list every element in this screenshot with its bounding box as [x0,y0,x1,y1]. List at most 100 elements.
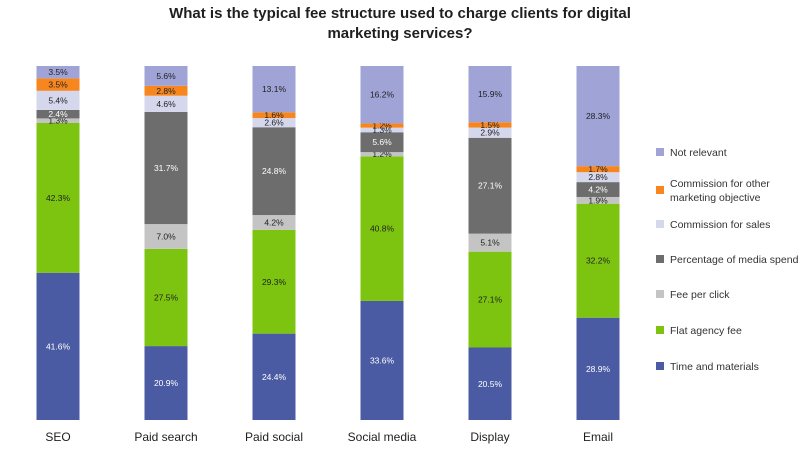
data-label: 2.4% [48,109,68,119]
legend-label: Not relevant [670,147,727,159]
chart-title-line-2: marketing services? [327,25,473,42]
bar-stack: 41.6% 42.3% 1.3%2.4% 5.4% 3.5% 3.5% [36,66,80,420]
bar-segment [468,66,512,123]
data-label: 1.3% [372,125,392,135]
legend-swatch [656,220,664,228]
data-label: 29.3% [262,277,287,287]
data-label: 1.2% [372,149,392,159]
data-label: 13.1% [262,84,287,94]
bar-segment [36,66,80,79]
bar-segment [360,152,404,157]
bar-stack: 28.9% 32.2% 1.9%4.2% 2.8%1.7% 28.3% [576,66,620,420]
data-label: 42.3% [46,193,71,203]
legend-item: Fee per click [656,289,730,301]
bar-segment [576,203,620,318]
data-label: 7.0% [156,231,176,241]
bar-segment [144,111,188,225]
bar-segment [252,118,296,128]
data-label: 1.2% [372,121,392,131]
legend-item: Commission for other marketing objective [656,178,770,204]
data-label: 4.6% [156,99,176,109]
data-label: 32.2% [586,256,611,266]
bar-segment [36,90,80,110]
bar-segment [360,127,404,133]
legend-label: Time and materials [670,361,759,373]
bar-segment [36,109,80,119]
bar-segment [468,137,512,234]
bar-segment [144,224,188,249]
bar-segment [576,66,620,167]
data-label: 24.8% [262,166,287,176]
bar-segment [468,347,512,420]
category-label: Email [583,430,613,444]
data-label: 20.5% [478,379,503,389]
bar-segment [360,132,404,153]
data-label: 1.5% [480,120,500,130]
bar-segment [144,66,188,86]
bar-segment [360,66,404,124]
legend-label: Fee per click [670,289,730,301]
data-label: 27.5% [154,292,179,302]
data-label: 3.5% [48,67,68,77]
bar-segment [576,196,620,204]
bar-segment [36,272,80,420]
legend-label: Percentage of media spend [670,254,799,266]
legend-item: Commission for sales [656,219,770,231]
legend-label: Commission for sales [670,219,770,231]
data-label: 3.5% [48,80,68,90]
bar-segment [360,123,404,128]
legend-swatch [656,148,664,156]
category-label: SEO [45,430,70,444]
data-label: 41.6% [46,341,71,351]
data-label: 15.9% [478,89,503,99]
bar-segment [252,229,296,334]
legend-item: Percentage of media spend [656,254,799,266]
data-label: 2.8% [588,172,608,182]
data-label: 5.6% [372,137,392,147]
data-label: 2.6% [264,118,284,128]
category-label: Paid search [134,430,197,444]
legend-swatch [656,255,664,263]
bar-segment [144,95,188,112]
data-label: 1.9% [588,195,608,205]
data-label: 33.6% [370,355,395,365]
bar-segment [576,317,620,420]
legend-label: Flat agency fee [670,325,742,337]
bar-segment [36,122,80,273]
bar-segment [252,66,296,113]
bar-segment [252,127,296,216]
data-label: 5.1% [480,238,500,248]
bar-segment [36,118,80,123]
data-label: 28.9% [586,364,611,374]
legend-item: Time and materials [656,361,759,373]
legend-swatch [656,290,664,298]
bar-segment [360,300,404,420]
category-label: Paid social [245,430,303,444]
bar-segment [144,85,188,96]
data-label: 5.4% [48,95,68,105]
bar-segment [144,248,188,347]
legend-item: Not relevant [656,147,727,159]
data-label: 1.7% [588,164,608,174]
bar-segment [252,215,296,230]
bar-segment [144,346,188,420]
bar-segment [252,333,296,420]
data-label: 24.4% [262,372,287,382]
legend-swatch [656,326,664,334]
data-label: 27.1% [478,181,503,191]
legend-swatch [656,186,664,194]
data-label: 4.2% [264,217,284,227]
legend-label: Commission for other marketing objective [670,178,770,204]
bar-segment [576,172,620,183]
data-label: 1.3% [48,116,68,126]
bar-segment [468,127,512,138]
data-label: 28.3% [586,111,611,121]
data-label: 40.8% [370,224,395,234]
bar-segment [468,233,512,252]
legend-item: Flat agency fee [656,325,742,337]
data-label: 20.9% [154,378,179,388]
data-label: 2.9% [480,128,500,138]
bar-stack: 33.6%40.8%1.2%5.6%1.3%1.2%16.2% [360,66,404,420]
bar-segment [36,78,80,91]
